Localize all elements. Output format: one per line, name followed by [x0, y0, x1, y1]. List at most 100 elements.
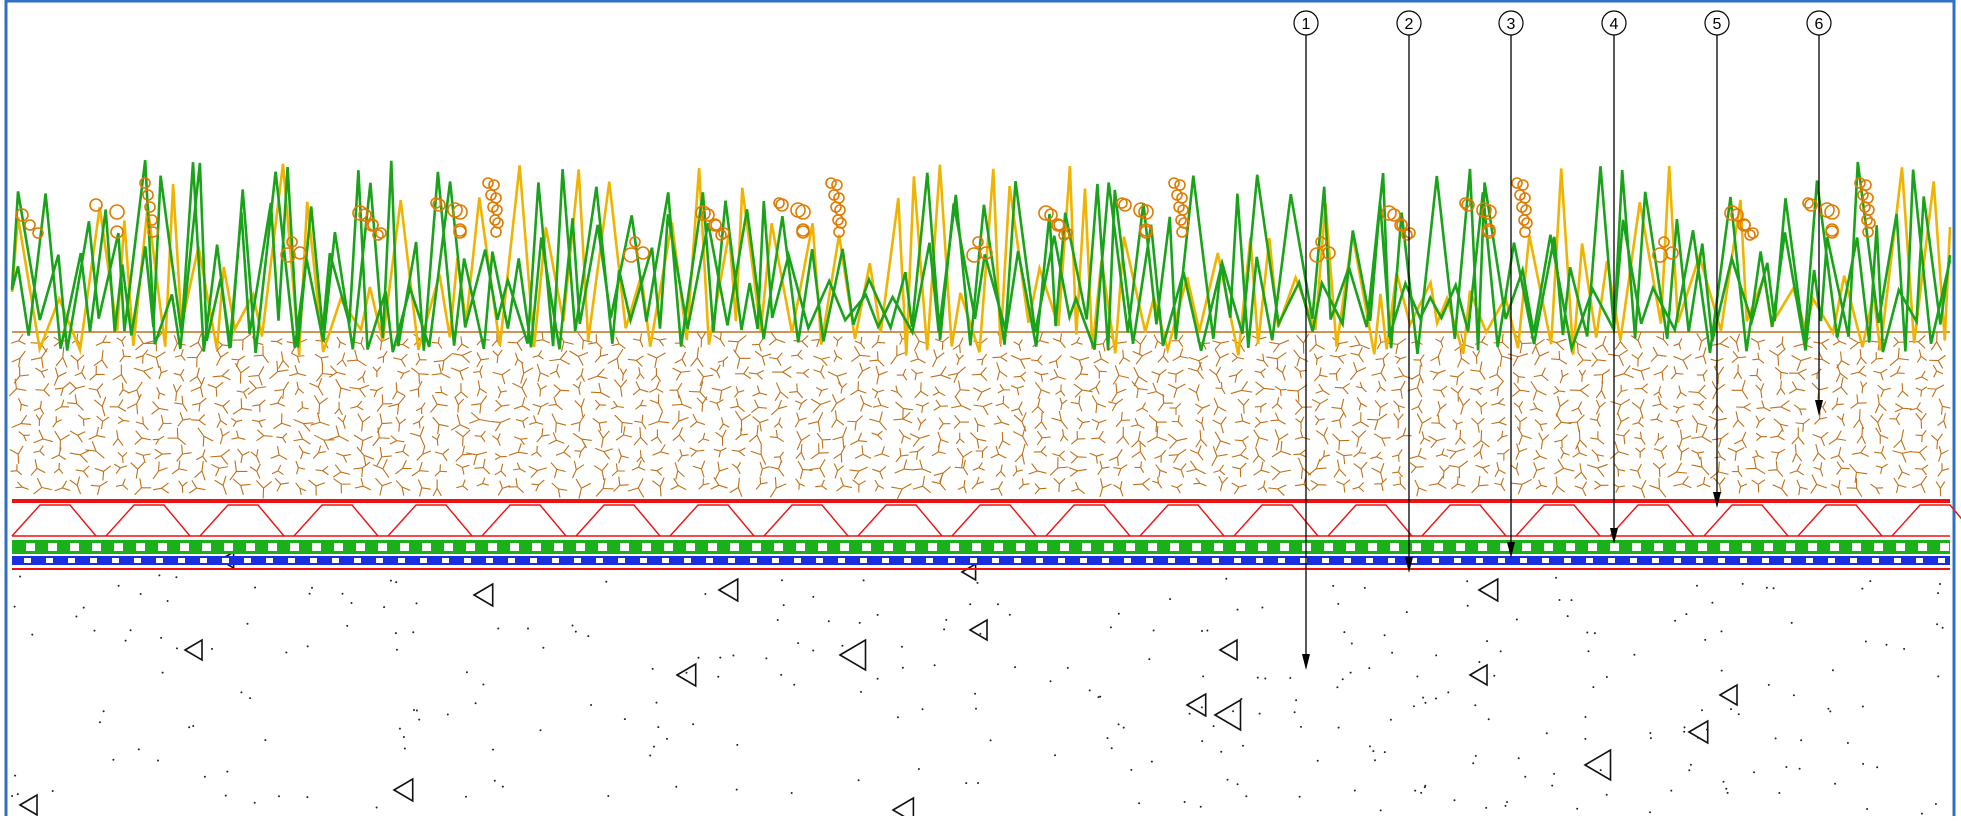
- soil-particle: [751, 399, 768, 413]
- soil-particle: [1836, 351, 1850, 369]
- seed-circle-icon: [1860, 179, 1872, 191]
- soil-particle: [1294, 399, 1312, 415]
- soil-particle: [1231, 482, 1248, 495]
- soil-particle: [273, 413, 292, 430]
- soil-particle: [532, 402, 549, 415]
- soil-particle: [1745, 457, 1766, 475]
- soil-particle: [1457, 348, 1470, 368]
- soil-particle: [836, 477, 853, 492]
- subgrade-dot: [1862, 762, 1865, 765]
- seed-circle-icon: [358, 208, 372, 222]
- subgrade-dot: [1798, 767, 1801, 770]
- soil-particle: [1534, 419, 1548, 432]
- soil-particle: [1856, 427, 1866, 445]
- subgrade-dot: [1633, 653, 1636, 656]
- soil-particle: [1714, 450, 1727, 461]
- subgrade-dot: [1486, 640, 1489, 643]
- soil-particle: [671, 410, 689, 430]
- soil-particle: [572, 432, 592, 449]
- soil-particle: [1768, 348, 1786, 366]
- seed-circle-icon: [452, 204, 468, 220]
- soil-particle: [51, 447, 66, 460]
- soil-particle: [11, 414, 32, 429]
- soil-particle: [752, 385, 768, 397]
- soil-particle: [1356, 381, 1367, 393]
- subgrade-dot: [395, 648, 398, 651]
- callout-6-arrow: [1815, 400, 1823, 416]
- soil-particle: [274, 381, 290, 399]
- soil-particle: [1189, 445, 1204, 461]
- soil-particle: [431, 336, 443, 349]
- soil-particle: [1848, 463, 1868, 484]
- soil-particle: [1828, 430, 1847, 445]
- soil-particle: [997, 383, 1011, 394]
- soil-particle: [1631, 352, 1644, 367]
- soil-particle: [290, 352, 305, 364]
- callout-5-arrow: [1713, 492, 1721, 508]
- subgrade-dot: [1730, 708, 1732, 711]
- soil-particle: [1393, 400, 1405, 413]
- soil-particle: [571, 460, 585, 479]
- root-barrier-gap: [906, 543, 915, 551]
- aggregate-triangle-icon: [838, 638, 867, 672]
- soil-particle: [971, 367, 988, 382]
- soil-particle: [1349, 335, 1370, 350]
- soil-particle: [1589, 431, 1605, 445]
- soil-particle: [1650, 413, 1663, 423]
- soil-particle: [677, 449, 689, 462]
- soil-particle: [933, 466, 952, 483]
- subgrade-dot: [465, 795, 467, 798]
- soil-particle: [1211, 445, 1228, 467]
- subgrade-dot: [1493, 674, 1496, 677]
- aggregate-triangle-icon: [1213, 698, 1242, 732]
- subgrade-dot: [1885, 643, 1888, 646]
- soil-particle: [955, 353, 964, 366]
- subgrade-dot: [793, 683, 796, 686]
- seed-circle-icon: [1387, 208, 1401, 222]
- soil-particle: [1157, 348, 1169, 363]
- soil-particle: [353, 434, 373, 451]
- root-barrier-gap: [862, 543, 871, 551]
- waterproofing-gap: [1278, 558, 1285, 563]
- soil-particle: [1430, 348, 1443, 366]
- soil-particle: [1475, 464, 1491, 474]
- soil-particle: [995, 395, 1010, 409]
- root-barrier-gap: [576, 543, 585, 551]
- soil-particle: [409, 380, 423, 398]
- waterproofing-gap: [1784, 558, 1791, 563]
- soil-particle: [1832, 334, 1847, 346]
- soil-particle: [755, 476, 768, 490]
- soil-particle: [1629, 463, 1642, 479]
- subgrade-dot: [501, 785, 504, 788]
- soil-particle: [1352, 482, 1365, 492]
- soil-particle: [429, 394, 448, 413]
- grass-blade-icon: [10, 160, 1952, 354]
- waterproofing-gap: [992, 558, 999, 563]
- membrane-layers: [12, 540, 1950, 570]
- soil-particle: [931, 444, 946, 457]
- soil-particle: [1012, 465, 1023, 477]
- soil-particle: [770, 399, 788, 416]
- soil-particle: [473, 365, 484, 379]
- soil-particle: [1313, 367, 1328, 382]
- subgrade-dot: [474, 702, 477, 705]
- soil-particle: [1535, 479, 1548, 490]
- soil-particle: [1791, 354, 1812, 371]
- root-barrier-gap: [268, 543, 277, 551]
- soil-particle: [1897, 464, 1910, 480]
- root-barrier-gap: [818, 543, 827, 551]
- soil-particle: [450, 414, 470, 431]
- seed-circle-icon: [24, 219, 36, 231]
- soil-particle: [1595, 381, 1606, 400]
- root-barrier-gap: [158, 543, 167, 551]
- soil-particle: [611, 463, 625, 477]
- soil-particle: [1351, 430, 1367, 448]
- root-barrier-gap: [730, 543, 739, 551]
- soil-particle: [135, 349, 149, 364]
- soil-particle: [189, 367, 203, 385]
- subgrade-dot: [398, 727, 401, 730]
- subgrade-dot: [31, 633, 34, 636]
- soil-particle: [35, 383, 51, 397]
- aggregate-triangle-icon: [1718, 683, 1738, 707]
